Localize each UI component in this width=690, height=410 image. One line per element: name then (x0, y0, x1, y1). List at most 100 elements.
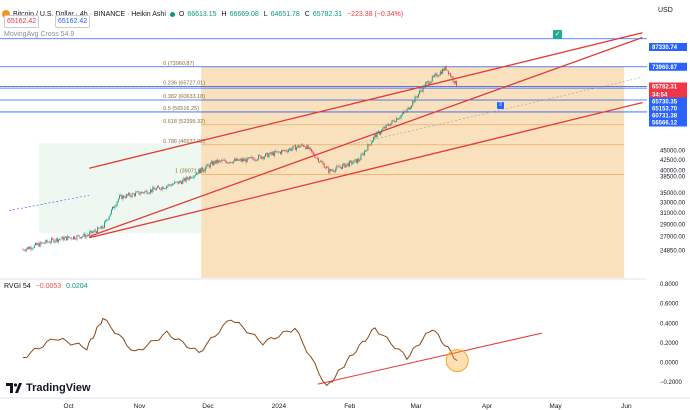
candle-body-105 (143, 192, 145, 194)
candle-body-312 (381, 129, 383, 133)
candle-body-265 (327, 166, 329, 168)
candle-body-91 (127, 194, 128, 196)
candle-body-66 (98, 227, 100, 229)
main-pane[interactable]: 0 (73960.87) 0.236 (65727.01) 0.382 (60633… (0, 32, 647, 278)
candle-body-214 (268, 154, 270, 158)
candle-body-97 (133, 193, 135, 196)
candle-body-81 (115, 205, 117, 207)
rvgi-pane[interactable] (22, 317, 542, 387)
candle-body-173 (221, 160, 223, 162)
candle-body-259 (320, 161, 322, 162)
candle-body-362 (438, 75, 440, 76)
candle-body-9 (32, 247, 34, 249)
candle-body-85 (120, 195, 122, 196)
candle-body-162 (208, 165, 210, 168)
ohlc-high: 66669.08 (229, 10, 259, 18)
candle-body-337 (409, 107, 411, 110)
candle-body-49 (78, 235, 80, 238)
candle-body-211 (265, 153, 266, 157)
candle-body-116 (155, 188, 157, 191)
candle-body-160 (206, 164, 208, 168)
candle-body-71 (104, 222, 105, 228)
sell-price-button[interactable]: 65162.42 (4, 15, 40, 28)
candle-body-51 (81, 236, 82, 239)
candle-body-187 (237, 158, 239, 161)
bitcoin-icon (2, 10, 10, 18)
fib-label-2: 0.382 (60633.18) (163, 94, 205, 100)
candle-body-146 (190, 176, 192, 179)
candle-body-60 (91, 230, 93, 234)
candle-body-238 (296, 147, 298, 150)
candle-body-244 (303, 145, 304, 147)
candle-body-335 (407, 107, 409, 110)
candle-body-188 (238, 159, 240, 161)
candle-body-150 (194, 174, 196, 176)
candle-body-90 (125, 194, 127, 198)
candle-body-283 (347, 163, 349, 167)
candle-body-216 (270, 152, 272, 155)
candle-body-300 (367, 144, 369, 151)
candle-body-6 (29, 247, 31, 250)
moving-average-legend[interactable]: MovingAvg Cross 54 9 (4, 31, 75, 38)
candle-body-125 (166, 186, 168, 189)
candle-body-34 (61, 236, 63, 239)
rvgi-legend[interactable]: RVGI 54 −0.0053 0.0204 (4, 283, 88, 290)
candle-body-351 (426, 82, 427, 84)
symbol-title[interactable]: Bitcoin / U.S. Dollar · 4h · BINANCE · H… (13, 10, 166, 18)
candle-body-261 (322, 162, 324, 164)
candle-body-1 (23, 249, 25, 251)
currency-label[interactable]: USD (658, 7, 673, 14)
candle-body-154 (199, 169, 201, 174)
candle-body-245 (304, 146, 306, 148)
candle-body-54 (84, 233, 86, 238)
candle-body-322 (392, 120, 394, 122)
candle-body-55 (85, 235, 87, 238)
candle-body-200 (252, 157, 254, 159)
candle-body-70 (102, 227, 104, 229)
price-tag-bg-6 (649, 111, 687, 120)
candle-body-102 (139, 193, 141, 195)
candle-body-341 (414, 96, 416, 103)
candle-body-250 (309, 147, 311, 150)
candle-body-231 (288, 149, 289, 152)
candle-body-117 (156, 186, 158, 189)
candle-body-346 (420, 90, 422, 92)
candle-body-363 (439, 71, 441, 76)
candle-body-109 (147, 193, 149, 195)
checkmark-icon[interactable]: ✓ (553, 30, 562, 39)
rvgi-tick-5: −0.2000 (660, 380, 683, 386)
candle-body-53 (83, 233, 85, 237)
channel-lower-line (88, 36, 643, 238)
candle-body-287 (352, 162, 354, 164)
candle-body-207 (260, 155, 262, 159)
candle-body-313 (382, 128, 384, 130)
candle-body-258 (319, 161, 321, 163)
candle-body-307 (375, 134, 377, 138)
candle-body-75 (108, 216, 110, 220)
candle-body-122 (162, 186, 164, 189)
candle-body-305 (373, 137, 375, 141)
price-tag-bg-4 (649, 97, 687, 106)
candle-body-61 (92, 231, 94, 234)
candle-body-252 (312, 151, 314, 153)
alert-flag-icon[interactable]: ⇧ (497, 102, 504, 109)
candle-body-291 (357, 159, 358, 164)
fib-label-5: 0.786 (46537.02) (163, 139, 205, 145)
buy-price-button[interactable]: 65162.42 (55, 15, 91, 28)
candle-body-329 (400, 114, 402, 118)
candle-body-218 (273, 152, 275, 156)
candle-body-358 (434, 74, 436, 77)
candle-body-180 (229, 161, 231, 163)
candle-body-39 (67, 236, 69, 241)
candle-body-76 (109, 213, 111, 217)
candle-body-113 (152, 187, 154, 192)
candle-body-63 (94, 230, 96, 232)
fib-label-1: 0.236 (65727.01) (163, 81, 205, 87)
candle-body-361 (437, 75, 439, 77)
candle-body-135 (177, 181, 179, 184)
candle-body-158 (204, 170, 206, 171)
time-axis[interactable]: Oct Nov Dec 2024 Feb Mar Apr May Jun (64, 403, 633, 410)
candle-body-295 (361, 153, 363, 155)
candle-body-89 (124, 197, 126, 199)
